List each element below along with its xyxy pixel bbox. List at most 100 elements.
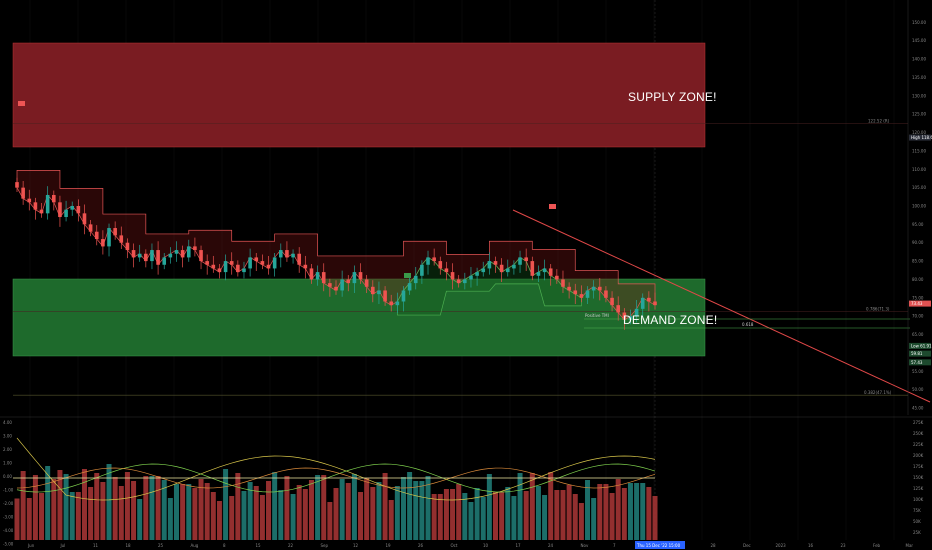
candle	[58, 202, 62, 218]
price-tick-label: 105.00	[912, 185, 926, 190]
trendline-tag: 0.618	[742, 322, 754, 327]
time-tick-label: Nov	[581, 543, 589, 548]
volume-tick-label: 250K	[913, 431, 924, 436]
price-tags: High 118.63 73.43 Low 61.91 59.81 57.43	[909, 134, 932, 366]
candle	[94, 231, 99, 240]
candle	[88, 224, 93, 232]
price-tick-label: 50.00	[912, 387, 924, 392]
candle	[156, 250, 160, 265]
volume-bar	[192, 488, 198, 540]
volume-bar	[462, 493, 468, 540]
volume-bar	[180, 484, 186, 540]
candle	[450, 272, 455, 280]
candle	[524, 257, 528, 262]
price-tick-label: 65.00	[912, 332, 924, 337]
volume-bar	[186, 484, 192, 540]
volume-bar	[542, 495, 548, 540]
candle	[119, 235, 124, 243]
volume-axis: 275K 250K 225K 200K 175K 150K 125K 100K 75K 50K 25…	[913, 420, 924, 535]
volume-bar	[517, 473, 523, 540]
volume-bar	[155, 476, 161, 540]
time-tick-label: 18	[126, 543, 132, 548]
time-tick-label: 15	[256, 543, 262, 548]
volume-bar	[597, 484, 603, 540]
candle	[579, 294, 584, 298]
price-tick-label: 85.00	[912, 259, 924, 264]
candle	[616, 305, 620, 313]
time-axis[interactable]: Jun Jul 11 18 25 Aug 8 15 22 Sep 12 19 26 Oct 10 17 24 No…	[27, 543, 913, 548]
candle	[604, 290, 608, 298]
candle	[27, 198, 32, 203]
volume-tick-label: 225K	[913, 442, 924, 447]
volume-bar	[321, 475, 327, 540]
candle	[628, 316, 633, 320]
oscillator-tick-label: -2.00	[3, 501, 14, 506]
candle	[278, 250, 283, 258]
candle	[242, 268, 246, 273]
volume-bar	[370, 487, 376, 540]
candle	[174, 250, 179, 254]
candle	[555, 275, 559, 280]
demand-zone	[12, 278, 706, 357]
volume-bar	[241, 491, 247, 540]
candle	[487, 261, 492, 269]
volume-bar	[566, 485, 572, 540]
volume-bar	[339, 479, 345, 540]
trendline[interactable]	[512, 209, 931, 403]
time-tick-label: 16	[808, 543, 814, 548]
candle	[438, 261, 443, 269]
ref-line-label: 0.786(71.3)	[866, 306, 890, 311]
candle	[223, 261, 228, 273]
volume-bar	[456, 484, 462, 540]
volume-bar	[535, 486, 541, 540]
price-tick-label: 130.00	[912, 93, 926, 98]
volume-bar	[615, 479, 621, 540]
price-tick-label: 150.00	[912, 20, 926, 25]
volume-bar	[431, 494, 437, 540]
time-tick-label: 19	[386, 543, 392, 548]
candle	[389, 301, 394, 306]
price-tick-label: 140.00	[912, 57, 926, 62]
price-tag-bg	[909, 350, 931, 357]
candle	[303, 264, 308, 269]
volume-bar	[425, 476, 431, 540]
candle	[610, 297, 614, 306]
time-tick-label: 17	[516, 543, 522, 548]
candle	[371, 286, 375, 295]
volume-bar	[609, 493, 615, 540]
volume-bar	[358, 492, 364, 540]
volume-bar	[94, 473, 100, 540]
candle	[39, 209, 44, 214]
volume-bar	[20, 471, 26, 540]
candle	[634, 308, 639, 317]
volume-bar	[493, 492, 498, 540]
volume-bar	[388, 500, 394, 540]
time-tick-label: Jul	[60, 543, 66, 548]
candle	[352, 272, 357, 284]
candle	[512, 264, 516, 269]
volume-tick-label: 275K	[913, 420, 924, 425]
candle	[180, 250, 185, 258]
volume-bars	[14, 464, 658, 540]
volume-bar	[284, 476, 290, 540]
volume-bar	[572, 494, 578, 540]
price-tick-label: 90.00	[912, 240, 924, 245]
price-tag-bg	[909, 300, 931, 307]
volume-bar	[223, 469, 229, 540]
candle	[536, 272, 541, 276]
time-tick-label: 2023	[776, 543, 787, 548]
candle	[144, 253, 148, 262]
volume-bar	[296, 485, 302, 540]
volume-bar	[161, 480, 167, 540]
candle	[358, 272, 363, 280]
candle	[653, 301, 657, 306]
candle	[205, 261, 209, 265]
candle	[420, 264, 424, 276]
oscillator-tick-label: 0.00	[3, 474, 12, 479]
candle	[137, 253, 142, 258]
time-tick-label: 10	[483, 543, 489, 548]
volume-bar	[364, 478, 370, 540]
volume-bar	[272, 472, 278, 540]
time-tick-label: 25	[158, 543, 164, 548]
